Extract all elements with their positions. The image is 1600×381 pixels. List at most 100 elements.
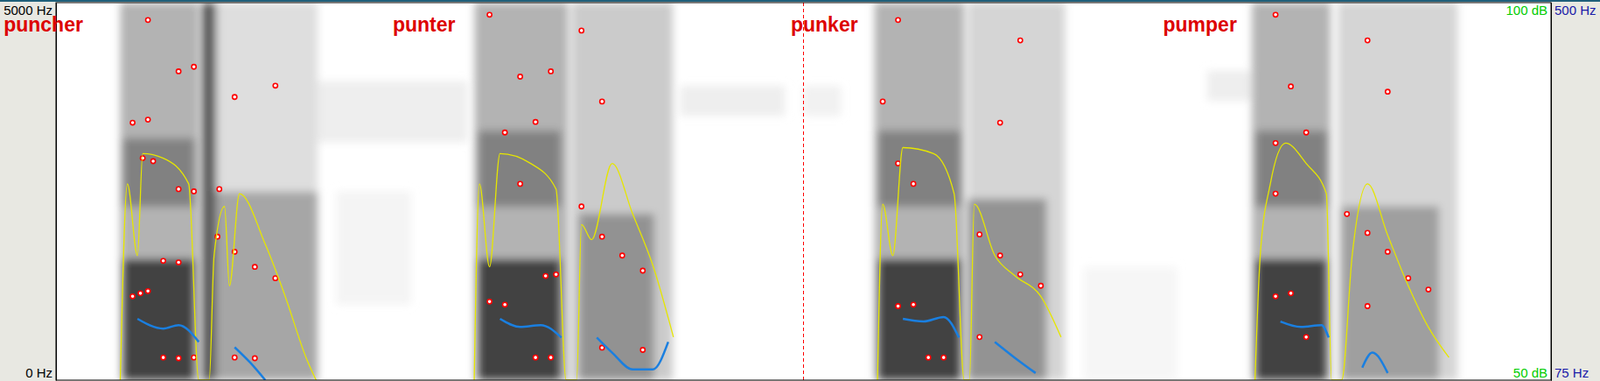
plot-frame	[55, 2, 1552, 380]
tick: 0 Hz	[25, 364, 56, 381]
spectrogram-cell	[478, 131, 561, 207]
formant-point	[130, 119, 135, 125]
spectrogram-cell	[478, 258, 561, 380]
word-label: punter	[392, 13, 456, 36]
formant-point	[579, 203, 584, 209]
spectrogram-cell	[1083, 266, 1178, 380]
tick: 100 dB	[1505, 2, 1552, 18]
formant-point	[146, 288, 151, 294]
spectrogram-cell	[1255, 258, 1327, 380]
formant-point	[895, 17, 901, 22]
formant-point	[140, 155, 146, 161]
formant-point	[176, 69, 182, 74]
formant-point	[272, 83, 278, 88]
formant-point	[1304, 334, 1309, 339]
y2-axis: 50 dB 100 dB	[1505, 2, 1552, 381]
formant-point	[543, 272, 548, 278]
tick-label: 0 Hz	[25, 364, 53, 380]
spectrogram-cell	[317, 81, 468, 143]
formant-point	[1365, 303, 1370, 308]
formant-point	[272, 275, 278, 280]
tick: 75 Hz	[1551, 364, 1589, 381]
formant-point	[130, 293, 135, 299]
formant-point	[1018, 38, 1023, 43]
top-border	[0, 0, 1600, 2]
formant-point	[232, 94, 238, 99]
formant-point	[1344, 211, 1349, 217]
tick-label: 75 Hz	[1554, 364, 1589, 380]
formant-point	[216, 186, 222, 191]
tick-label: 500 Hz	[1554, 2, 1597, 18]
spectrogram	[119, 2, 1458, 380]
word-label: pumper	[1163, 13, 1237, 36]
tick-label: 50 dB	[1513, 364, 1548, 380]
formant-point	[1385, 249, 1391, 254]
formant-point	[640, 267, 645, 273]
spectrogram-cell	[475, 2, 569, 380]
formant-point	[517, 74, 523, 79]
formant-point	[487, 299, 492, 304]
spectrogram-cell	[123, 258, 195, 380]
intensity-line	[119, 142, 1449, 380]
pitch-line	[137, 316, 1388, 380]
formant-point	[1038, 283, 1043, 288]
formant-point	[1405, 275, 1411, 280]
formant-point	[553, 272, 559, 277]
formant-point	[998, 119, 1003, 125]
formant-point	[1365, 38, 1370, 43]
word-label: punker	[790, 13, 859, 36]
formant-point	[911, 301, 916, 307]
formant-point	[1304, 130, 1309, 135]
formant-point	[1018, 272, 1023, 277]
formant-point	[1273, 12, 1279, 17]
spectrogram-cell	[202, 2, 217, 380]
formant-point	[926, 355, 931, 360]
spectrogram-cell	[1337, 2, 1458, 380]
formant-point	[1288, 290, 1293, 295]
formant-point	[150, 158, 155, 163]
formant-point	[880, 98, 885, 104]
spectrogram-cell	[216, 2, 318, 192]
spectrogram-cell	[123, 138, 195, 207]
spectrogram-cell	[119, 2, 199, 380]
formant-point	[1273, 190, 1279, 196]
formant-point	[600, 98, 605, 104]
spectrogram-cell	[216, 191, 318, 381]
formant-point	[232, 355, 238, 360]
plot-marks	[119, 2, 1458, 380]
background	[0, 0, 1600, 381]
tick-label: 100 dB	[1505, 2, 1548, 18]
spectrogram-cell	[967, 2, 1065, 380]
cursor-line	[803, 2, 804, 380]
formant-point	[252, 355, 258, 360]
spectrogram-cell	[878, 131, 961, 207]
formant-point	[1385, 89, 1391, 94]
formant-point	[176, 355, 182, 360]
formant-point	[533, 355, 538, 360]
formant-point	[1288, 83, 1293, 89]
spectrogram-cell	[335, 191, 411, 305]
formant-point	[503, 301, 508, 307]
formant-point	[911, 181, 916, 186]
formant-point	[579, 27, 584, 33]
formant-point	[998, 252, 1003, 258]
formant-point	[191, 64, 196, 70]
word-label: puncher	[3, 13, 84, 36]
formant-point	[977, 334, 982, 339]
y3-axis: 75 Hz 500 Hz	[1551, 2, 1597, 381]
y-axis: 0 Hz5000 Hz	[3, 2, 56, 381]
formant-point	[895, 303, 901, 308]
spectrogram-cell	[1251, 2, 1331, 380]
formant-point	[160, 355, 166, 360]
formant-point	[548, 69, 553, 74]
formant-point	[503, 130, 508, 135]
formant-point	[138, 290, 143, 295]
formant-point	[252, 264, 258, 269]
formant-point	[600, 234, 605, 239]
spectrogram-cell	[1341, 206, 1440, 380]
plot-area	[55, 2, 1552, 380]
tick: 50 dB	[1513, 364, 1552, 381]
formant-point	[977, 231, 982, 237]
spectrogram-cell	[1255, 131, 1327, 207]
formant-point	[146, 117, 151, 122]
